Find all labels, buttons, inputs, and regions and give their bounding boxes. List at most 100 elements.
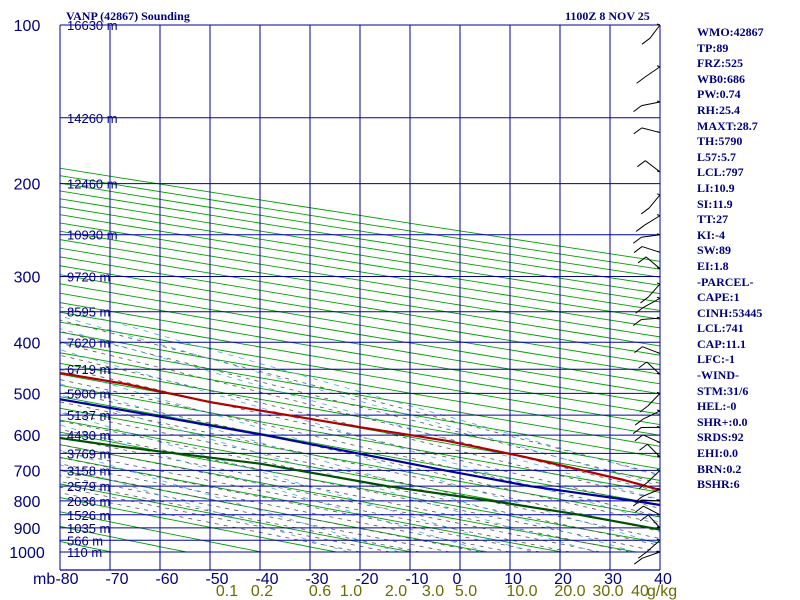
wind-barb-feather [633,557,643,565]
index-item: SW:89 [697,243,732,258]
moist-adiabat [60,436,631,553]
mixing-ratio-label: 5.0 [455,583,477,600]
wind-barb-feather [637,256,647,264]
temperature-tick-label: 10 [504,571,522,588]
index-item: HEL:-0 [697,399,737,414]
moist-adiabat [60,367,660,509]
moist-adiabat [60,486,391,553]
wind-barb-feather [632,499,642,507]
dry-adiabat [60,222,660,320]
dry-adiabat [60,198,660,295]
mixing-ratio-label: 0.2 [251,583,273,600]
moist-adiabat [60,330,660,484]
height-label: 1035 m [67,521,110,536]
wind-barb-feather [633,236,642,244]
wind-barb-shaft [642,434,661,444]
wind-barb-shaft [642,488,661,497]
dry-adiabat [60,311,660,415]
height-label: 7620 m [67,335,110,350]
index-item: EI:1.8 [697,258,729,273]
pressure-unit-label: mb [33,571,55,588]
index-item: LFC:-1 [697,352,735,367]
index-item: -PARCEL- [697,274,754,289]
index-item: BSHR:6 [697,477,740,492]
temperature-tick-label: 30 [604,571,622,588]
mixing-ratio-line [60,394,596,553]
wind-barb-feather [634,418,644,426]
index-item: RH:25.4 [697,102,740,117]
pressure-tick-label: 800 [14,494,41,511]
dry-adiabat [60,483,412,553]
mixing-ratio-label: 3.0 [422,583,444,600]
dry-adiabat [60,362,660,470]
moist-adiabat [60,354,660,501]
mixing-ratio-line [60,412,532,553]
index-item: CAPE:1 [697,290,740,305]
profile-lines [60,371,660,531]
height-label: 3769 m [67,446,110,461]
wind-barb-feather [632,427,642,434]
wind-barb-shaft [641,317,661,321]
index-item: EHI:0.0 [697,446,739,461]
height-label: 9720 m [67,269,110,284]
pressure-tick-label: 500 [14,386,41,403]
index-item: CINH:53445 [697,305,763,320]
dry-adiabat [60,419,660,531]
wind-barb-shaft [643,215,661,226]
wind-barb-feather [641,37,651,45]
wind-barb-feather [635,505,644,513]
dry-adiabat [60,175,660,270]
temperature-tick-label: 0 [453,571,462,588]
dry-adiabat [60,396,660,506]
dry-adiabat [60,407,660,518]
mixing-ratio-label: 10.0 [506,583,537,600]
wind-barb-shaft [647,443,661,458]
pressure-tick-label: 200 [14,177,41,194]
height-label: 3158 m [67,463,110,478]
wind-barb-feather [639,514,649,522]
grid-lines [59,24,661,571]
mixing-ratio-label: 20.0 [554,583,585,600]
dry-adiabat [60,341,660,447]
height-label: 14260 m [67,111,118,126]
dry-adiabat [60,265,660,366]
dry-adiabat [60,239,660,338]
mixing-ratio-line [60,315,660,487]
mixing-ratio-label: 1.0 [340,583,362,600]
pressure-tick-label: 100 [14,18,41,35]
dry-adiabat [60,182,660,278]
profile-line [60,436,660,531]
wind-barb-shaft [647,514,661,529]
pressure-tick-label: 1000 [9,545,45,562]
index-item: TH:5790 [697,134,743,149]
dry-adiabat [60,214,660,311]
wind-barb-feather [634,495,643,503]
height-label: 8595 m [67,305,110,320]
temperature-tick-label: -10 [405,571,428,588]
wind-barb-shaft [647,393,661,407]
dry-adiabat [60,256,660,356]
temperature-tick-label: -30 [305,571,328,588]
height-label: 110 m [67,545,102,560]
index-item: CAP:11.1 [697,336,746,351]
wind-barb-feather [633,246,643,253]
index-item: TT:27 [697,212,729,227]
wind-barb-feather [633,105,642,113]
wind-barb-feather [639,405,649,413]
chart-time: 1100Z 8 NOV 25 [565,9,650,23]
temperature-tick-label: -50 [205,571,228,588]
wind-barb-feather [634,434,644,442]
wind-barb-shaft [648,194,661,209]
dry-adiabat [60,331,660,436]
height-label: 1526 m [67,508,110,523]
dry-adiabat [60,167,660,262]
pressure-tick-label: 900 [14,521,41,538]
index-item: WMO:42867 [697,25,764,39]
dry-adiabat [60,230,660,329]
mixing-ratio-label: 30.0 [592,583,623,600]
temperature-tick-label: -80 [55,571,78,588]
pressure-tick-label: 600 [14,428,41,445]
mixing-ratio-unit-label: g/kg [647,583,677,600]
wind-barb-feather [635,306,644,314]
wind-barb-feather [634,346,643,354]
